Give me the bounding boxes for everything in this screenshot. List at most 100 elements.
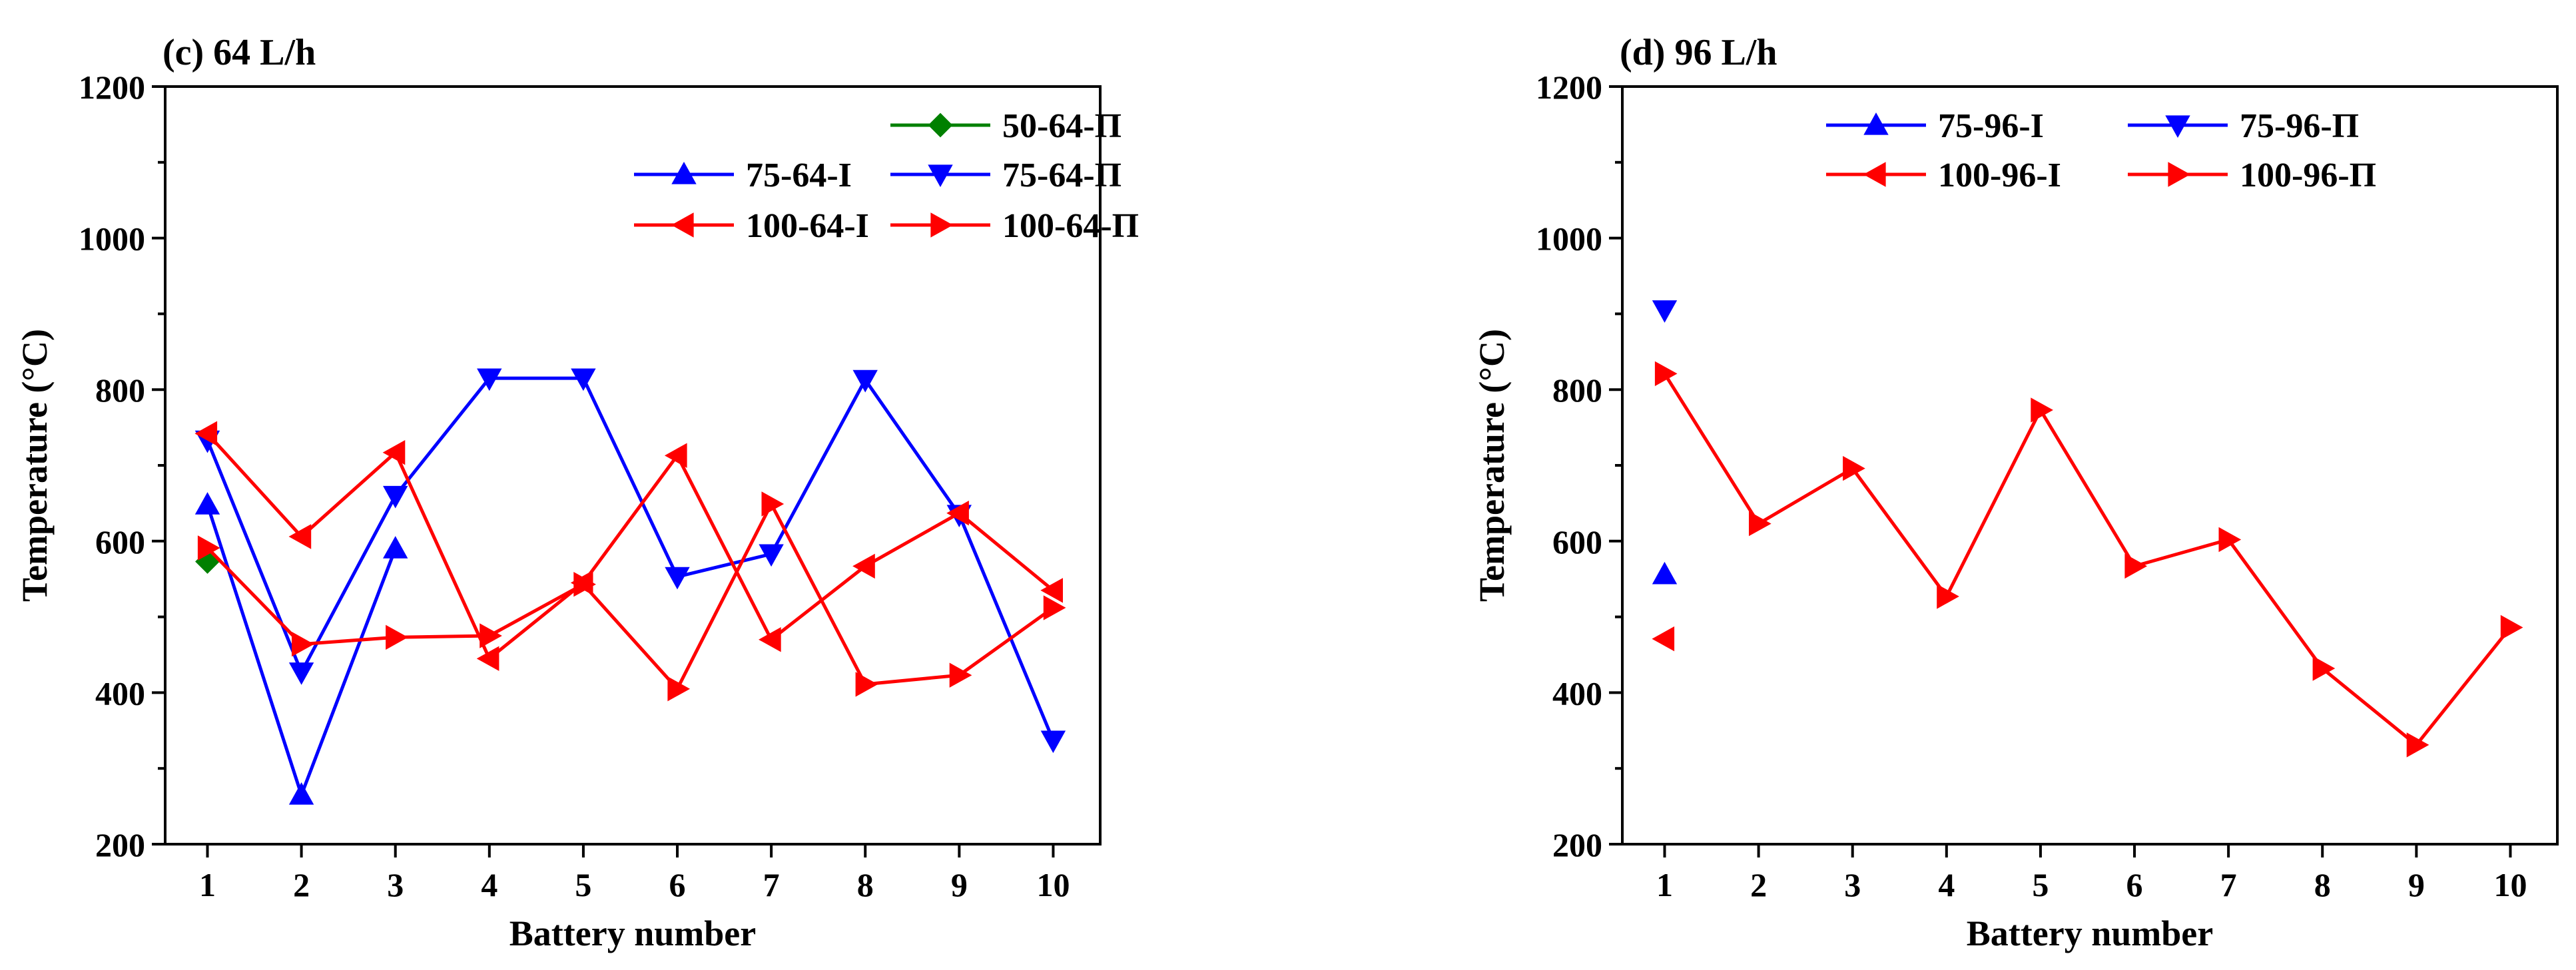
- series-line: [206, 502, 1054, 691]
- legend-label: 100-64-I: [746, 207, 869, 245]
- series-75-96-pi: [1652, 300, 1678, 323]
- x-axis-label: Battery number: [1967, 913, 2213, 953]
- legend-marker: [930, 212, 954, 238]
- data-point: [1937, 584, 1959, 609]
- y-tick-label: 600: [1552, 523, 1602, 561]
- data-point: [2312, 656, 2336, 681]
- x-tick-label: 3: [1844, 866, 1861, 903]
- x-tick-label: 8: [2314, 866, 2331, 903]
- legend-marker: [2168, 162, 2191, 187]
- x-tick-label: 10: [1036, 866, 1070, 903]
- data-point: [2031, 397, 2053, 423]
- legend-item: 100-96-Π: [2128, 156, 2376, 194]
- legend-item: 100-64-Π: [890, 207, 1139, 245]
- series-100-64-i: [194, 421, 1063, 671]
- x-tick-label: 6: [2126, 866, 2143, 903]
- x-axis-label: Battery number: [509, 913, 756, 953]
- series-line: [1663, 372, 2512, 747]
- legend-item: 75-96-Π: [2128, 107, 2359, 145]
- data-point: [197, 535, 220, 561]
- data-point: [2218, 527, 2242, 553]
- data-point: [2406, 732, 2429, 758]
- data-point: [1652, 561, 1678, 585]
- data-point: [664, 443, 687, 468]
- y-tick-label: 200: [95, 826, 145, 863]
- chart-d-96lh: (d) 96 L/h 200 400 600 800 1000 1200 1 2 3 4 5 6 7 8 9 1…: [1472, 32, 2559, 953]
- legend-marker: [2165, 115, 2190, 138]
- y-tick-label: 400: [1552, 674, 1602, 712]
- legend-label: 100-96-I: [1938, 156, 2061, 194]
- y-axis-label: Temperature (°C): [15, 329, 55, 602]
- legend-label: 75-96-I: [1938, 107, 2044, 145]
- data-point: [386, 624, 408, 650]
- series-line: [206, 376, 1055, 742]
- legend-marker: [1863, 112, 1889, 135]
- y-axis-label: Temperature (°C): [1472, 329, 1512, 602]
- series-75-64-pi: [194, 368, 1066, 754]
- x-tick-label: 8: [857, 866, 874, 903]
- data-point: [1040, 578, 1063, 603]
- x-tick-label: 10: [2493, 866, 2527, 903]
- x-tick-label: 4: [481, 866, 497, 903]
- data-point: [1652, 300, 1678, 323]
- legend-item: 75-64-I: [634, 156, 852, 194]
- legend-label: 75-64-Π: [1002, 156, 1122, 194]
- legend-label: 75-64-I: [746, 156, 852, 194]
- y-tick-label: 200: [1552, 826, 1602, 863]
- data-point: [949, 662, 972, 688]
- x-tick-label: 5: [575, 866, 591, 903]
- data-point: [288, 782, 314, 805]
- x-tick-label: 5: [2032, 866, 2049, 903]
- data-point: [1843, 455, 1865, 481]
- plot-frame: [164, 85, 1102, 846]
- y-tick-label: 1200: [79, 69, 145, 106]
- data-point: [855, 672, 878, 697]
- chart-title: (c) 64 L/h: [162, 32, 316, 73]
- legend-item: 75-96-I: [1826, 107, 2044, 145]
- legend-label: 100-96-Π: [2240, 156, 2376, 194]
- legend-item: 100-64-I: [634, 207, 869, 245]
- data-point: [852, 553, 875, 579]
- x-tick-label: 3: [387, 866, 404, 903]
- y-tick-label: 1200: [1536, 69, 1602, 106]
- data-point: [571, 368, 596, 391]
- series-75-96-i: [1652, 561, 1678, 585]
- data-point: [476, 646, 499, 671]
- data-point: [761, 491, 785, 517]
- x-tick-label: 7: [763, 866, 780, 903]
- data-point: [383, 536, 408, 559]
- series-100-64-pi: [197, 491, 1066, 702]
- data-point: [1043, 595, 1066, 620]
- data-point: [946, 501, 969, 526]
- x-tick-label: 1: [199, 866, 216, 903]
- legend: 75-96-I 75-96-Π 100-96-I 100-96-Π: [1826, 107, 2376, 194]
- legend-marker: [671, 212, 694, 238]
- y-tick-label: 800: [95, 371, 145, 409]
- data-point: [665, 567, 690, 590]
- data-point: [667, 676, 691, 702]
- legend-item: 50-64-Π: [890, 107, 1122, 145]
- legend-marker: [671, 161, 697, 184]
- data-point: [2124, 553, 2148, 579]
- x-tick-label: 7: [2220, 866, 2237, 903]
- legend: 50-64-Π 75-64-I 75-64-Π 100-64-I 100-64-Π: [634, 107, 1139, 245]
- data-point: [1040, 730, 1066, 754]
- chart-title: (d) 96 L/h: [1620, 32, 1777, 73]
- legend-marker: [1863, 162, 1886, 187]
- data-point: [194, 421, 218, 446]
- x-tick-label: 9: [951, 866, 968, 903]
- x-tick-label: 4: [1938, 866, 1955, 903]
- x-tick-label: 6: [669, 866, 686, 903]
- data-point: [852, 369, 878, 393]
- data-point: [573, 572, 596, 597]
- y-tick-label: 600: [95, 523, 145, 561]
- legend-marker: [928, 164, 953, 188]
- x-tick-label: 1: [1656, 866, 1673, 903]
- data-point: [2500, 614, 2523, 640]
- data-point: [1749, 511, 1771, 537]
- data-point: [288, 662, 314, 685]
- series-line: [206, 432, 1054, 660]
- data-point: [759, 544, 784, 567]
- series-100-96-i: [1652, 626, 1675, 652]
